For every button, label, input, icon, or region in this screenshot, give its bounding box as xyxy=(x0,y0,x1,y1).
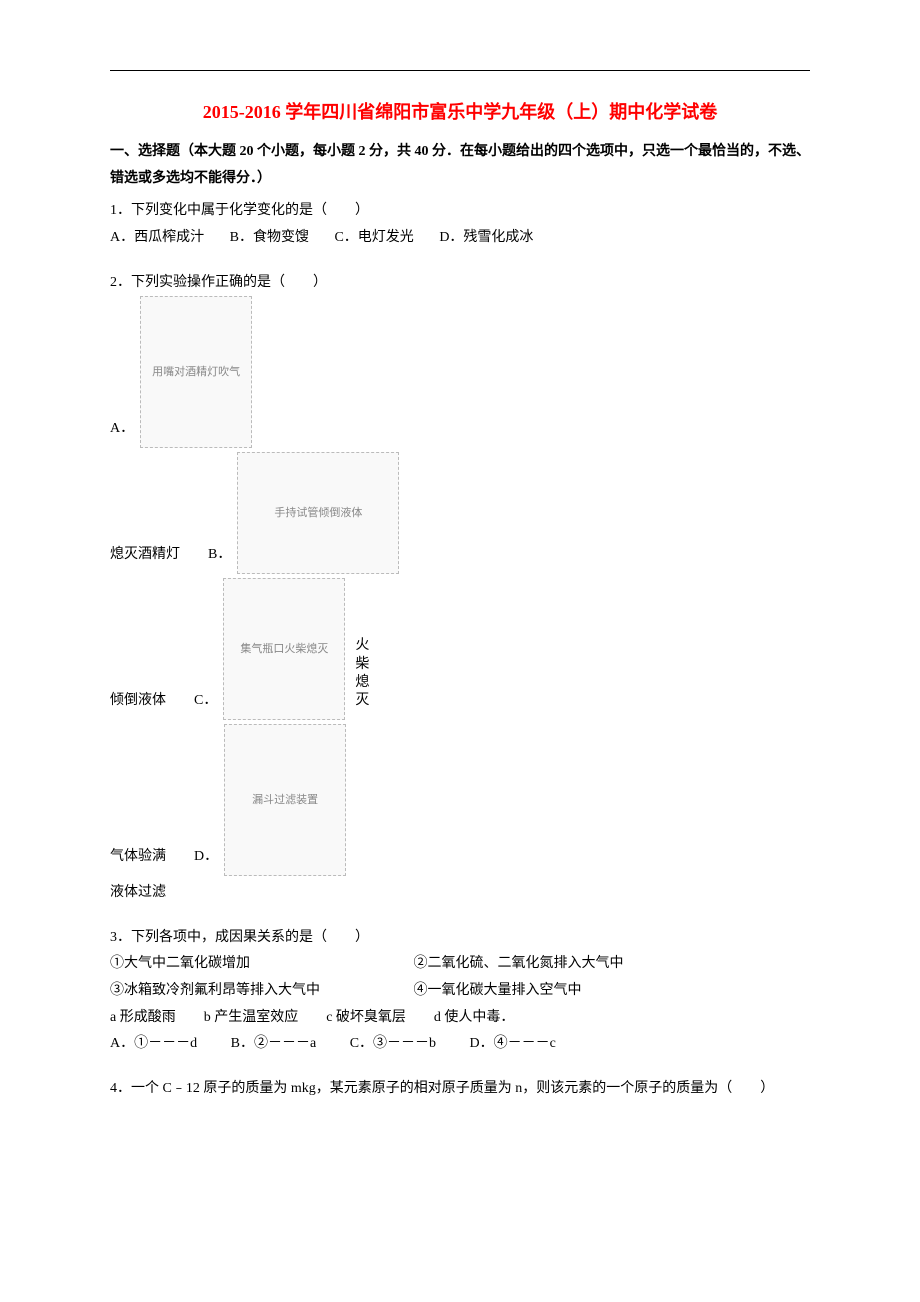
q2-stem: 2．下列实验操作正确的是（ ） xyxy=(110,270,810,297)
q3-item-1: ①大气中二氧化碳增加 xyxy=(110,951,410,978)
q3-option-d: D．④－－－c xyxy=(470,1031,556,1058)
q2-option-c-row: 倾倒液体 C． 集气瓶口火柴熄灭 火 柴 熄 灭 xyxy=(110,578,810,720)
q3-option-b: B．②－－－a xyxy=(231,1031,317,1058)
q2-option-b-row: 熄灭酒精灯 B． 手持试管倾倒液体 xyxy=(110,452,810,574)
q3-options: A．①－－－d B．②－－－a C．③－－－b D．④－－－c xyxy=(110,1031,810,1058)
q1-options: A．西瓜榨成汁 B．食物变馊 C．电灯发光 D．残雪化成冰 xyxy=(110,225,810,252)
q3-option-c: C．③－－－b xyxy=(350,1031,436,1058)
q2-tail-text: 液体过滤 xyxy=(110,880,810,907)
q2-option-b-lead: 熄灭酒精灯 B． xyxy=(110,542,231,575)
q1-option-c: C．电灯发光 xyxy=(334,225,413,252)
question-4: 4．一个 C﹣12 原子的质量为 mkg，某元素原子的相对原子质量为 n，则该元… xyxy=(110,1076,810,1103)
exam-title: 2015-2016 学年四川省绵阳市富乐中学九年级（上）期中化学试卷 xyxy=(110,95,810,129)
q3-item-4: ④一氧化碳大量排入空气中 xyxy=(414,983,582,998)
q2-a-img-alt: 用嘴对酒精灯吹气 xyxy=(141,297,251,447)
q2-option-a-lead: A． xyxy=(110,416,134,449)
q3-line1: ①大气中二氧化碳增加 ②二氧化硫、二氧化氮排入大气中 xyxy=(110,951,810,978)
section-1-heading: 一、选择题（本大题 20 个小题，每小题 2 分，共 40 分．在每小题给出的四… xyxy=(110,139,810,192)
q2-option-a-row: A． 用嘴对酒精灯吹气 xyxy=(110,296,810,448)
q3-item-3: ③冰箱致冷剂氟利昂等排入大气中 xyxy=(110,978,410,1005)
q2-c-side-text: 火 柴 熄 灭 xyxy=(355,637,369,720)
q2-option-b-image: 手持试管倾倒液体 xyxy=(237,452,399,574)
question-3: 3．下列各项中，成因果关系的是（ ） ①大气中二氧化碳增加 ②二氧化硫、二氧化氮… xyxy=(110,925,810,1058)
page: 2015-2016 学年四川省绵阳市富乐中学九年级（上）期中化学试卷 一、选择题… xyxy=(0,0,920,1302)
q2-b-img-alt: 手持试管倾倒液体 xyxy=(238,453,398,573)
q2-c-img-alt: 集气瓶口火柴熄灭 xyxy=(224,579,344,719)
q2-option-a-image: 用嘴对酒精灯吹气 xyxy=(140,296,252,448)
q1-option-a: A．西瓜榨成汁 xyxy=(110,225,204,252)
q1-option-d: D．残雪化成冰 xyxy=(439,225,533,252)
q1-option-b: B．食物变馊 xyxy=(230,225,309,252)
q2-option-c-lead: 倾倒液体 C． xyxy=(110,688,217,721)
q2-option-d-lead: 气体验满 D． xyxy=(110,844,218,877)
q1-stem: 1．下列变化中属于化学变化的是（ ） xyxy=(110,198,810,225)
q3-item-2: ②二氧化硫、二氧化氮排入大气中 xyxy=(414,956,624,971)
q4-stem: 4．一个 C﹣12 原子的质量为 mkg，某元素原子的相对原子质量为 n，则该元… xyxy=(110,1076,810,1103)
q2-option-d-image: 漏斗过滤装置 xyxy=(224,724,346,876)
top-rule xyxy=(110,70,810,71)
question-1: 1．下列变化中属于化学变化的是（ ） A．西瓜榨成汁 B．食物变馊 C．电灯发光… xyxy=(110,198,810,251)
q3-option-a: A．①－－－d xyxy=(110,1031,197,1058)
q2-option-c-image: 集气瓶口火柴熄灭 xyxy=(223,578,345,720)
q3-line2: ③冰箱致冷剂氟利昂等排入大气中 ④一氧化碳大量排入空气中 xyxy=(110,978,810,1005)
q2-option-d-row: 气体验满 D． 漏斗过滤装置 xyxy=(110,724,810,876)
q2-d-img-alt: 漏斗过滤装置 xyxy=(225,725,345,875)
q3-line3: a 形成酸雨 b 产生温室效应 c 破坏臭氧层 d 使人中毒． xyxy=(110,1005,810,1032)
question-2: 2．下列实验操作正确的是（ ） A． 用嘴对酒精灯吹气 熄灭酒精灯 B． 手持试… xyxy=(110,270,810,907)
q3-stem: 3．下列各项中，成因果关系的是（ ） xyxy=(110,925,810,952)
